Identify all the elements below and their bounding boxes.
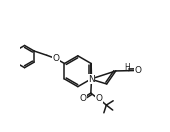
- Text: H: H: [124, 63, 130, 72]
- Text: O: O: [134, 66, 141, 75]
- Text: O: O: [80, 94, 87, 103]
- Text: N: N: [88, 75, 95, 84]
- Text: O: O: [53, 54, 60, 63]
- Text: O: O: [95, 94, 102, 103]
